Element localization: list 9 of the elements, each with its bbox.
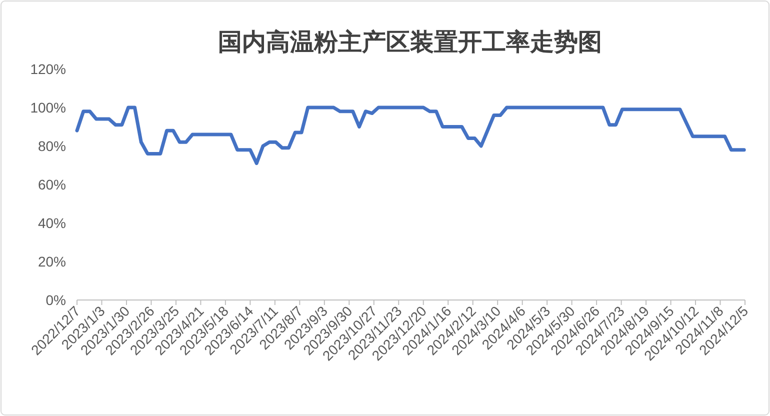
chart-title: 国内高温粉主产区装置开工率走势图 bbox=[218, 27, 602, 56]
y-tick-label: 0% bbox=[46, 292, 66, 308]
y-tick-label: 20% bbox=[38, 254, 66, 270]
y-tick-label: 80% bbox=[38, 138, 66, 154]
y-tick-label: 100% bbox=[30, 100, 66, 116]
y-tick-label: 60% bbox=[38, 176, 66, 192]
line-series bbox=[75, 106, 746, 166]
y-tick-label: 40% bbox=[38, 215, 66, 231]
y-tick-label: 120% bbox=[30, 61, 66, 77]
